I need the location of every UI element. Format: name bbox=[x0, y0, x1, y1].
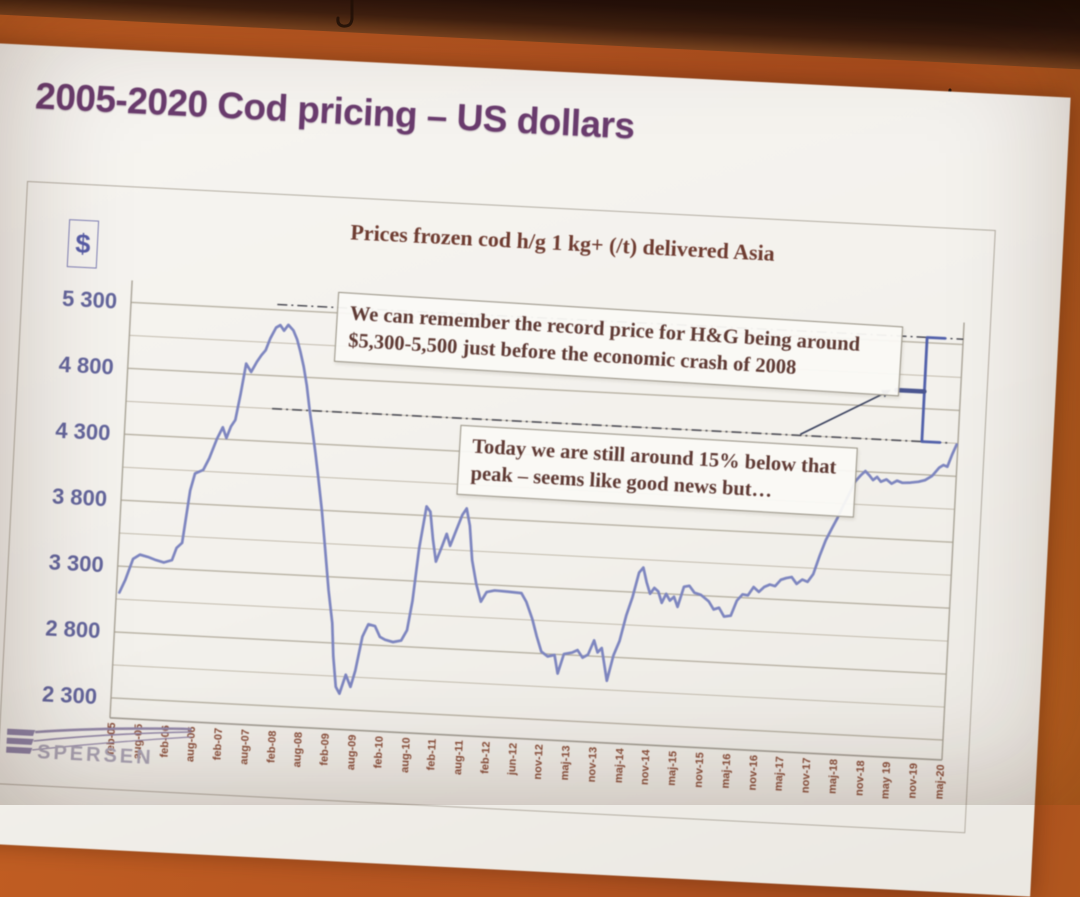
slide: 2005-2020 Cod pricing – US dollars $ Pri… bbox=[0, 42, 1071, 897]
major-gridline bbox=[117, 565, 950, 609]
y-axis-line bbox=[109, 280, 133, 718]
espersen-logo-bars-icon bbox=[6, 728, 36, 754]
x-axis-line bbox=[109, 717, 942, 761]
gap-bracket-mid-tick bbox=[894, 387, 927, 394]
major-gridline bbox=[114, 631, 947, 675]
reference-line-today-level bbox=[272, 407, 950, 444]
espersen-logo-word: SPERSEN bbox=[37, 741, 155, 769]
espersen-logo: SPERSEN bbox=[6, 727, 192, 769]
gap-arrow-line bbox=[799, 391, 887, 436]
annotation-today-gap-text: Today we are still around 15% below that… bbox=[470, 435, 837, 502]
major-gridline bbox=[110, 697, 943, 741]
plot-right-border bbox=[941, 322, 965, 761]
major-gridline bbox=[127, 367, 960, 412]
major-gridline bbox=[120, 499, 953, 543]
ceiling-hook-left-icon bbox=[336, 0, 354, 28]
minor-gridline bbox=[112, 664, 945, 708]
espersen-logo-swoosh-icon bbox=[32, 727, 192, 751]
price-series-line bbox=[117, 323, 958, 695]
minor-gridline bbox=[119, 532, 952, 576]
